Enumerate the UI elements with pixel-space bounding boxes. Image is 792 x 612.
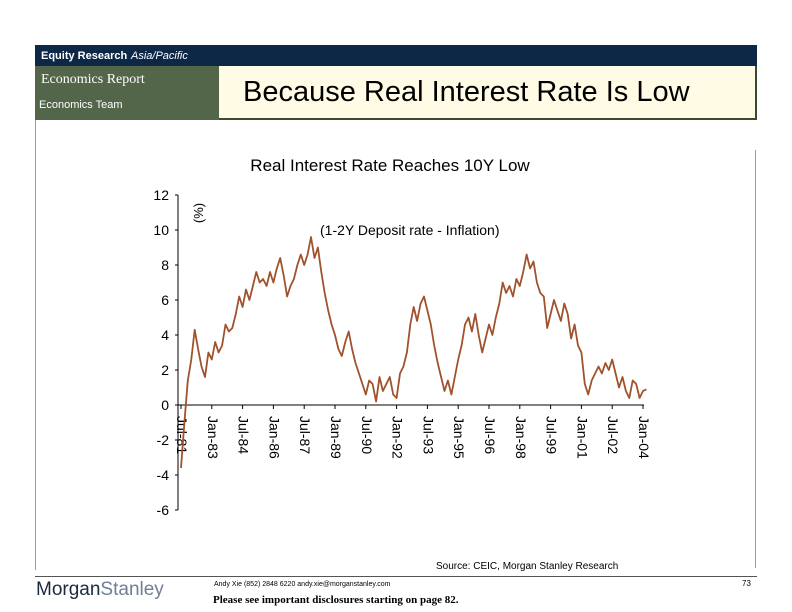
x-tick-label: Jan-89 (328, 416, 344, 459)
x-tick-label: Jul-81 (174, 416, 190, 454)
x-tick-label: Jul-02 (605, 416, 621, 454)
top-banner: Equity Research Asia/Pacific (35, 45, 757, 66)
x-tick-label: Jul-90 (359, 416, 375, 454)
x-tick-label: Jan-98 (513, 416, 529, 459)
source-note: Source: CEIC, Morgan Stanley Research (436, 561, 619, 572)
frame-right-border (755, 150, 756, 568)
y-tick-label: 0 (161, 397, 169, 413)
region-label: Asia/Pacific (131, 50, 188, 62)
logo-text-dark: Morgan (36, 579, 101, 600)
series-line-real-interest-rate (180, 236, 647, 469)
title-box: Because Real Interest Rate Is Low (219, 66, 757, 120)
disclosure-note: Please see important disclosures startin… (213, 594, 459, 606)
x-tick-label: Jul-96 (482, 416, 498, 454)
x-tick-label: Jan-95 (451, 416, 467, 459)
author-contact: Andy Xie (852) 2848 6220 andy.xie@morgan… (214, 581, 391, 588)
x-tick-label: Jan-04 (636, 416, 652, 459)
chart-annotation: (1-2Y Deposit rate - Inflation) (320, 222, 500, 238)
team-label: Economics Team (39, 99, 123, 111)
x-tick-label: Jul-87 (297, 416, 313, 454)
frame-left-border (35, 120, 36, 570)
x-tick-label: Jan-83 (205, 416, 221, 459)
company-logo: MorganStanley (36, 579, 164, 601)
equity-research-label: Equity Research (41, 50, 128, 62)
logo-text-light: Stanley (100, 579, 164, 600)
y-axis-label: (%) (191, 203, 206, 223)
y-tick-label: -2 (157, 432, 170, 448)
plot-area (178, 182, 644, 528)
y-tick-label: 10 (153, 222, 169, 238)
y-tick-label: -4 (157, 467, 170, 483)
x-tick-label: Jul-99 (544, 416, 560, 454)
report-panel: Economics Report Economics Team (35, 66, 219, 120)
y-tick-label: -6 (157, 502, 170, 518)
y-tick-label: 12 (153, 187, 169, 203)
y-tick-label: 6 (161, 292, 169, 308)
chart-title: Real Interest Rate Reaches 10Y Low (250, 156, 530, 175)
x-ticks: Jul-81 Jan-83 Jul-84 Jan-86 Jul-87 Jan-89 Jul-… (174, 405, 652, 459)
x-tick-label: Jan-01 (574, 416, 590, 459)
x-tick-label: Jan-92 (390, 416, 406, 459)
x-tick-label: Jan-86 (266, 416, 282, 459)
page-number: 73 (742, 579, 751, 588)
y-tick-label: 2 (161, 362, 169, 378)
report-type: Economics Report (41, 72, 145, 87)
y-tick-label: 8 (161, 257, 169, 273)
y-tick-label: 4 (161, 327, 169, 343)
footer-divider (35, 576, 757, 577)
y-ticks: 12 10 8 6 4 2 0 -2 -4 -6 (153, 187, 178, 518)
slide-title: Because Real Interest Rate Is Low (243, 76, 690, 108)
x-tick-label: Jul-84 (236, 416, 252, 454)
x-tick-label: Jul-93 (420, 416, 436, 454)
